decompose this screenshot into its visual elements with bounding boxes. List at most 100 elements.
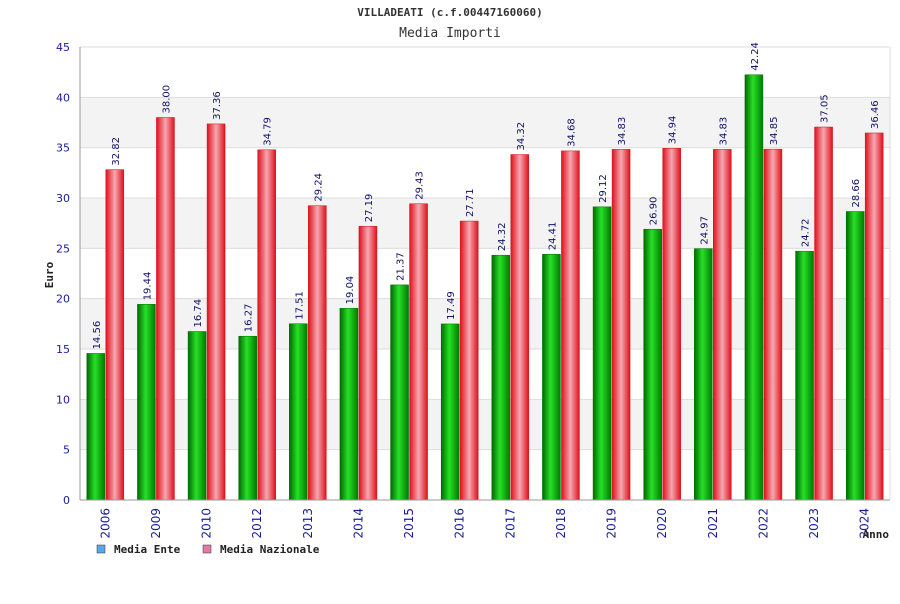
- bar-media-nazionale-2022: [763, 148, 783, 501]
- bar-value-label: 24.32: [497, 223, 508, 252]
- y-axis-title: Euro: [43, 261, 56, 288]
- bar-value-label: 17.49: [446, 291, 457, 320]
- bar-value-label: 16.27: [244, 304, 255, 333]
- bar-media-nazionale-2024: [864, 132, 884, 501]
- bar-value-label: 27.19: [364, 194, 375, 223]
- x-tick-label: 2016: [453, 508, 467, 539]
- bar-value-label: 42.24: [750, 42, 761, 71]
- x-tick-label: 2015: [402, 508, 416, 539]
- bar-media-nazionale-2014: [358, 226, 378, 501]
- x-tick-label: 2017: [503, 508, 517, 539]
- bar-value-label: 36.46: [870, 100, 881, 129]
- bar-media-ente-2022: [744, 74, 764, 501]
- bar-media-nazionale-2006: [105, 169, 125, 501]
- bar-media-ente-2017: [491, 254, 511, 501]
- bar-media-nazionale-2019: [611, 149, 631, 501]
- legend-label-media-ente: Media Ente: [114, 543, 181, 556]
- x-tick-label: 2009: [149, 508, 163, 539]
- bar-value-label: 24.72: [801, 219, 812, 248]
- bar-media-nazionale-2021: [713, 149, 732, 501]
- bar-media-nazionale-2017: [510, 154, 530, 501]
- x-tick-label: 2014: [351, 508, 365, 539]
- bar-value-label: 26.90: [649, 197, 660, 226]
- bar-value-label: 34.83: [718, 117, 729, 146]
- x-tick-label: 2022: [756, 508, 770, 539]
- x-tick-label: 2012: [250, 508, 264, 539]
- bar-value-label: 32.82: [111, 137, 122, 166]
- bar-media-ente-2010: [187, 331, 207, 501]
- bar-media-ente-2016: [440, 323, 460, 501]
- chart-subtitle: Media Importi: [399, 26, 501, 41]
- y-tick-label: 0: [63, 494, 70, 507]
- bar-value-label: 34.68: [566, 118, 577, 147]
- y-tick-label: 20: [56, 293, 70, 306]
- bar-value-label: 34.32: [516, 122, 527, 151]
- y-tick-label: 5: [63, 444, 70, 457]
- bar-value-label: 34.94: [668, 116, 679, 145]
- y-tick-label: 30: [56, 192, 70, 205]
- bar-media-ente-2014: [339, 308, 359, 501]
- bar-media-nazionale-2013: [308, 205, 327, 501]
- legend: Media Ente Media Nazionale: [96, 543, 320, 556]
- bar-media-ente-2018: [542, 254, 561, 501]
- bars: [86, 74, 884, 501]
- bar-value-label: 28.66: [851, 179, 862, 208]
- bar-value-label: 34.85: [769, 117, 780, 146]
- bar-value-label: 19.44: [142, 272, 153, 301]
- y-tick-label: 15: [56, 343, 70, 356]
- x-tick-label: 2018: [554, 508, 568, 539]
- bar-media-ente-2006: [86, 353, 106, 501]
- bar-media-nazionale-2012: [257, 149, 276, 501]
- x-tick-label: 2013: [301, 508, 315, 539]
- y-tick-label: 40: [56, 91, 70, 104]
- x-tick-label: 2019: [605, 508, 619, 539]
- bar-media-nazionale-2016: [459, 220, 479, 501]
- bar-media-ente-2019: [592, 206, 612, 501]
- bar-value-label: 29.12: [598, 174, 609, 203]
- bar-value-label: 24.41: [547, 222, 558, 251]
- bar-media-ente-2021: [694, 248, 713, 501]
- bar-value-label: 17.51: [294, 291, 305, 320]
- bar-value-label: 38.00: [161, 85, 172, 114]
- y-tick-label: 35: [56, 142, 70, 155]
- bar-media-nazionale-2023: [814, 126, 833, 501]
- bar-value-label: 27.71: [465, 188, 476, 217]
- y-tick-label: 25: [56, 242, 70, 255]
- y-tick-label: 45: [56, 41, 70, 54]
- legend-label-media-nazionale: Media Nazionale: [220, 543, 320, 556]
- y-axis-ticks: 0 5 10 15 20 25 30 35 40 45: [56, 41, 70, 507]
- bar-media-nazionale-2010: [206, 123, 226, 501]
- x-tick-label: 2020: [655, 508, 669, 539]
- x-tick-label: 2023: [807, 508, 821, 539]
- x-axis-ticks: 2006 2009 2010 2012 2013 2014 2015 2016 2017 2018…: [98, 508, 871, 539]
- bar-media-ente-2013: [289, 323, 308, 501]
- bar-media-ente-2024: [845, 211, 865, 501]
- bar-value-label: 19.04: [345, 276, 356, 305]
- legend-swatch-media-ente: [96, 544, 106, 554]
- bar-value-label: 37.36: [212, 91, 223, 120]
- bar-value-label: 24.97: [699, 216, 710, 245]
- bar-media-nazionale-2009: [156, 117, 175, 501]
- bar-value-label: 16.74: [193, 299, 204, 328]
- legend-swatch-media-nazionale: [202, 544, 212, 554]
- x-tick-label: 2024: [858, 508, 872, 539]
- bar-media-ente-2009: [137, 304, 156, 501]
- bar-media-ente-2015: [390, 284, 409, 501]
- bar-media-nazionale-2018: [561, 150, 580, 501]
- bar-media-ente-2023: [795, 250, 814, 501]
- value-labels: 14.56 32.82 19.44 38.00 16.74 37.36 16.27 34.79…: [92, 42, 881, 349]
- bar-value-label: 29.43: [415, 171, 426, 200]
- bar-value-label: 21.37: [396, 252, 407, 281]
- bar-value-label: 34.83: [617, 117, 628, 146]
- bar-media-ente-2012: [238, 335, 257, 501]
- bar-media-nazionale-2020: [662, 148, 681, 501]
- x-tick-label: 2006: [98, 508, 112, 539]
- bar-value-label: 34.79: [263, 117, 274, 146]
- chart-title: VILLADEATI (c.f.00447160060): [357, 6, 542, 19]
- bar-value-label: 29.24: [313, 173, 324, 202]
- bar-value-label: 14.56: [92, 321, 103, 350]
- x-tick-label: 2021: [706, 508, 720, 539]
- x-axis-title: Anno: [863, 528, 890, 541]
